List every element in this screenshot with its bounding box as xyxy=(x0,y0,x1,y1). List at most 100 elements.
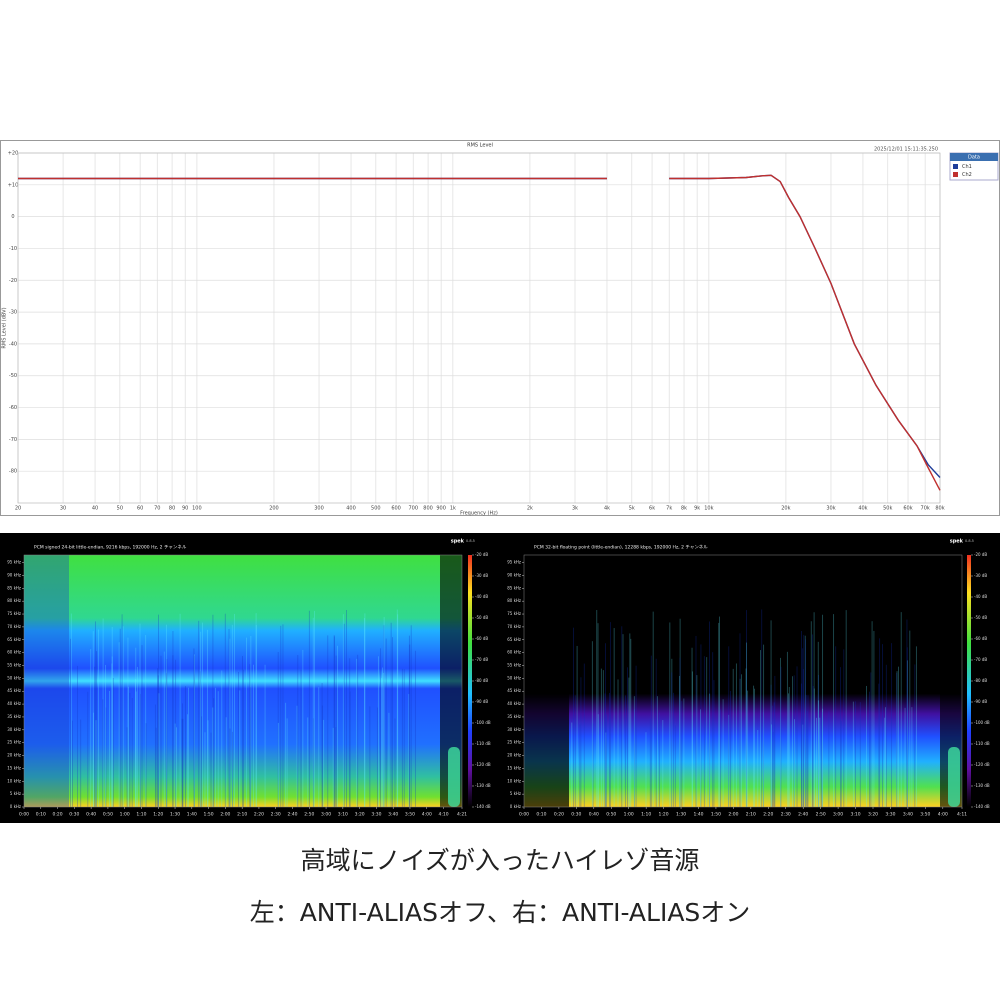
timestamp: 2025/12/01 15:11:35.250 xyxy=(874,147,938,153)
spectrogram-texture xyxy=(613,628,615,807)
spectrogram-texture xyxy=(812,685,814,807)
x-tick-label: 0:50 xyxy=(606,812,616,818)
spectrogram-texture xyxy=(135,647,137,807)
spectrogram-texture xyxy=(137,666,138,807)
spectrogram-texture xyxy=(745,668,747,807)
app-name: spek xyxy=(950,539,964,545)
spectrogram-intro xyxy=(524,555,569,807)
spectrogram-texture xyxy=(388,712,390,807)
x-tick-label: 70k xyxy=(921,506,930,512)
spectrogram-texture xyxy=(722,699,724,807)
spectrogram-texture xyxy=(732,668,734,807)
x-tick-label: 2:00 xyxy=(220,812,230,818)
spectrogram-texture xyxy=(655,658,657,807)
spectrogram-texture xyxy=(571,722,573,807)
spectrogram-texture xyxy=(906,647,908,807)
spectrogram-texture xyxy=(658,712,660,807)
spectrogram-texture xyxy=(747,690,749,807)
x-tick-label: 3:10 xyxy=(850,812,860,818)
spectrogram-texture xyxy=(604,693,606,807)
spectrogram-texture xyxy=(212,707,214,807)
x-tick-label: 80k xyxy=(935,506,944,512)
colorbar-label: -70 dB xyxy=(475,657,488,662)
spectrogram-texture xyxy=(280,625,282,807)
spectrogram-texture xyxy=(72,720,73,807)
spectrogram-texture xyxy=(176,727,177,807)
y-tick-label: 55 kHz xyxy=(7,662,21,667)
spectrogram-texture xyxy=(909,630,911,807)
spectrogram-texture xyxy=(780,666,782,807)
colorbar-label: -130 dB xyxy=(974,783,990,788)
legend-title: Data xyxy=(968,155,980,161)
spectrogram-texture xyxy=(606,714,607,807)
x-tick-label: 20 xyxy=(15,506,21,512)
spectrogram-texture xyxy=(592,723,594,807)
spectrogram-texture xyxy=(597,714,599,807)
colorbar-label: -20 dB xyxy=(974,552,987,557)
chart-frame xyxy=(0,140,1000,516)
spectrogram-texture xyxy=(622,634,624,807)
spectrogram-texture xyxy=(679,657,681,807)
spectrogram-texture xyxy=(234,613,235,807)
y-tick-label: 80 kHz xyxy=(507,598,521,603)
y-tick-label: 90 kHz xyxy=(507,572,521,577)
x-tick-label: 200 xyxy=(269,506,279,512)
spectrogram-texture xyxy=(739,678,741,807)
spectrogram-texture xyxy=(819,717,821,807)
spectrogram-texture xyxy=(321,705,323,807)
spectrogram-texture xyxy=(807,695,809,807)
spectrogram-texture xyxy=(141,645,143,807)
spectrogram-texture xyxy=(277,722,279,807)
spectrogram-texture xyxy=(92,631,94,807)
spectrogram-texture xyxy=(818,674,819,807)
spectrogram-texture xyxy=(95,720,97,807)
spectrogram-texture xyxy=(728,646,730,807)
x-tick-label: 7k xyxy=(666,506,672,512)
spectrogram-texture xyxy=(302,649,304,807)
spectrogram-texture xyxy=(794,719,795,807)
spectrogram-texture xyxy=(763,644,765,807)
spectrogram-texture xyxy=(349,658,351,807)
spectrogram-texture xyxy=(681,701,683,807)
x-tick-label: 1:00 xyxy=(624,812,634,818)
colorbar-label: -130 dB xyxy=(475,783,491,788)
spectrogram-texture xyxy=(708,621,710,807)
spectrogram-texture xyxy=(187,687,189,807)
spectrogram-texture xyxy=(596,609,598,807)
x-tick-label: 4:21 xyxy=(457,812,467,818)
spectrogram-texture xyxy=(296,705,298,807)
spectrogram-texture xyxy=(804,635,806,807)
colorbar-label: -110 dB xyxy=(475,741,491,746)
spectrogram-texture xyxy=(792,676,793,807)
spectrogram-texture xyxy=(229,728,231,807)
spectrogram-texture xyxy=(154,704,156,807)
spectrogram-texture xyxy=(873,630,875,807)
spectrogram-texture xyxy=(200,631,202,807)
spectrogram-texture xyxy=(580,677,582,807)
spectrogram-texture xyxy=(403,669,405,807)
caption: 左：ANTI-ALIASオフ、右：ANTI-ALIASオン xyxy=(250,898,751,927)
spectrogram-texture xyxy=(70,613,72,807)
spectrogram-texture xyxy=(885,707,887,807)
x-tick-label: 6k xyxy=(649,506,655,512)
spectrogram-texture xyxy=(160,655,162,807)
colorbar-label: -40 dB xyxy=(475,594,488,599)
spectrogram-outro xyxy=(440,555,462,807)
x-tick-label: 40k xyxy=(858,506,867,512)
y-tick-label: 5 kHz xyxy=(510,791,521,796)
x-tick-label: 0:50 xyxy=(103,812,113,818)
spectrogram-texture xyxy=(396,609,398,807)
app-version: 0.8.5 xyxy=(466,539,475,543)
y-tick-label: +10 xyxy=(8,182,19,188)
spectrogram-texture xyxy=(225,717,227,807)
spectrogram-texture xyxy=(238,671,239,807)
spectrogram-texture xyxy=(650,655,652,807)
x-tick-label: 0:00 xyxy=(519,812,529,818)
spectrogram-texture xyxy=(583,663,585,807)
spectrogram-texture xyxy=(891,643,893,807)
x-tick-label: 0:40 xyxy=(86,812,96,818)
spectrogram-texture xyxy=(182,703,183,807)
x-tick-label: 400 xyxy=(346,506,356,512)
spectrogram-texture xyxy=(763,711,764,807)
